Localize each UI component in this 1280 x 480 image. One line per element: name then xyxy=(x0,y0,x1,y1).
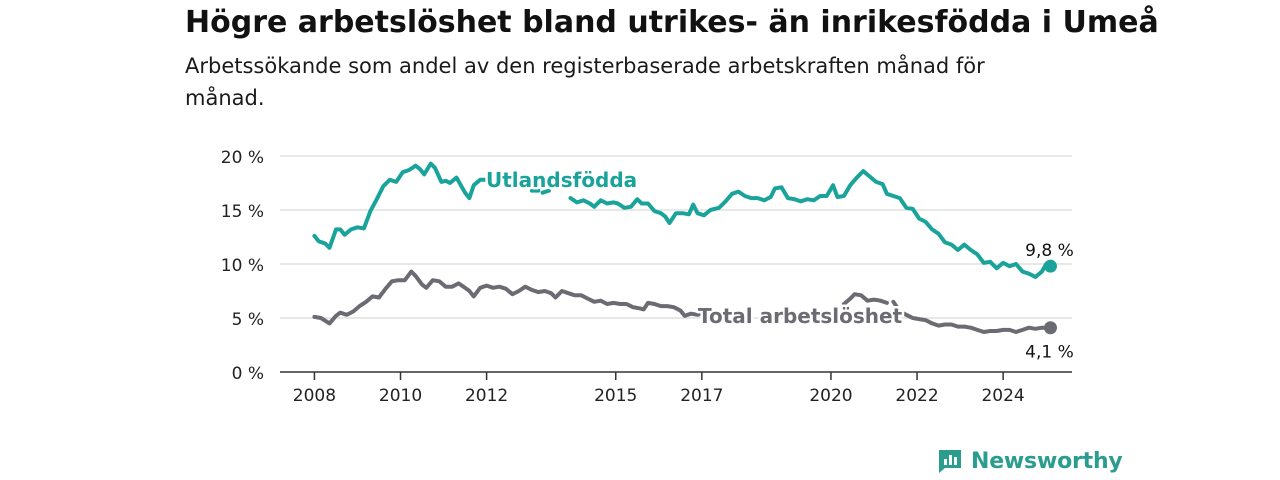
series-name-label-total: Total arbetslöshet xyxy=(698,304,903,328)
chart-title: Högre arbetslöshet bland utrikes- än inr… xyxy=(185,5,1159,40)
x-tick-label: 2022 xyxy=(895,386,938,406)
end-value-label-total: 4,1 % xyxy=(1025,343,1074,363)
series-line-foreign xyxy=(312,161,493,250)
series-name-label-foreign: Utlandsfödda xyxy=(486,168,637,192)
series-line-foreign xyxy=(568,169,1053,279)
brand-name: Newsworthy xyxy=(971,448,1123,474)
x-tick-label: 2020 xyxy=(809,386,852,406)
y-tick-label: 15 % xyxy=(221,202,264,222)
y-tick-label: 5 % xyxy=(232,310,264,330)
x-tick-label: 2008 xyxy=(293,386,336,406)
series-line-total xyxy=(312,269,706,326)
newsworthy-logo-icon xyxy=(939,450,961,473)
chart-subtitle: Arbetssökande som andel av den registerb… xyxy=(185,54,985,110)
series-line-total xyxy=(891,299,1053,334)
x-tick-label: 2017 xyxy=(680,386,723,406)
x-tick-label: 2015 xyxy=(594,386,637,406)
x-axis: 2008 2010 2012 2015 2017 2020 2022 2024 xyxy=(280,371,1072,406)
grid-lines xyxy=(280,155,1072,319)
series-line-total xyxy=(841,292,889,306)
y-tick-label: 10 % xyxy=(221,256,264,276)
x-tick-label: 2024 xyxy=(981,386,1024,406)
newsworthy-brand: Newsworthy xyxy=(937,448,1123,474)
end-point-foreign xyxy=(1043,259,1057,273)
series-lines xyxy=(312,161,1057,335)
series-line-foreign xyxy=(540,188,551,195)
end-point-total xyxy=(1043,321,1057,335)
y-axis-ticks: 0 % 5 % 10 % 15 % 20 % xyxy=(221,148,264,384)
series-labels: 9,8 % 4,1 % Utlandsfödda Total arbetslöshet xyxy=(484,166,1074,363)
x-tick-label: 2010 xyxy=(379,386,422,406)
y-tick-label: 0 % xyxy=(232,364,264,384)
x-tick-label: 2012 xyxy=(465,386,508,406)
y-tick-label: 20 % xyxy=(221,148,264,168)
end-value-label-foreign: 9,8 % xyxy=(1025,241,1074,261)
